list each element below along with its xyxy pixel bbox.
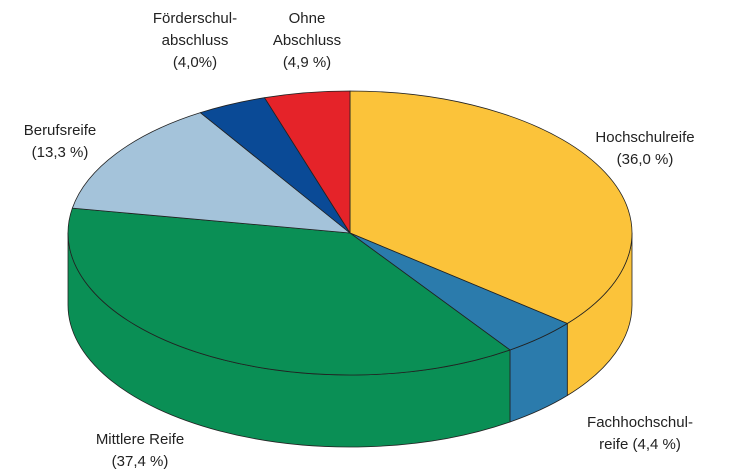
value-label: (13,3 %) xyxy=(32,144,89,161)
value-label: (4,4 %) xyxy=(633,436,681,453)
category-label: abschluss xyxy=(162,32,229,49)
category-label: Berufsreife xyxy=(24,122,97,139)
slice xyxy=(67,207,511,376)
category-label: Ohne xyxy=(289,10,326,27)
value-label: (36,0 %) xyxy=(617,151,674,168)
value-label: (37,4 %) xyxy=(112,453,169,470)
category-label: Fachhochschul- xyxy=(587,414,693,431)
category-label: Mittlere Reife xyxy=(96,431,184,448)
category-label: Hochschulreife xyxy=(595,129,694,146)
slice xyxy=(349,90,633,324)
category-label: Abschluss xyxy=(273,32,341,49)
slice xyxy=(71,112,351,234)
value-label: (4,9 %) xyxy=(283,54,331,71)
value-label: (4,0%) xyxy=(173,54,217,71)
category-label: Förderschul- xyxy=(153,10,237,27)
category-label: reife xyxy=(599,436,628,453)
slice-label: reife (4,4 %) xyxy=(599,436,681,453)
slice xyxy=(264,90,351,234)
